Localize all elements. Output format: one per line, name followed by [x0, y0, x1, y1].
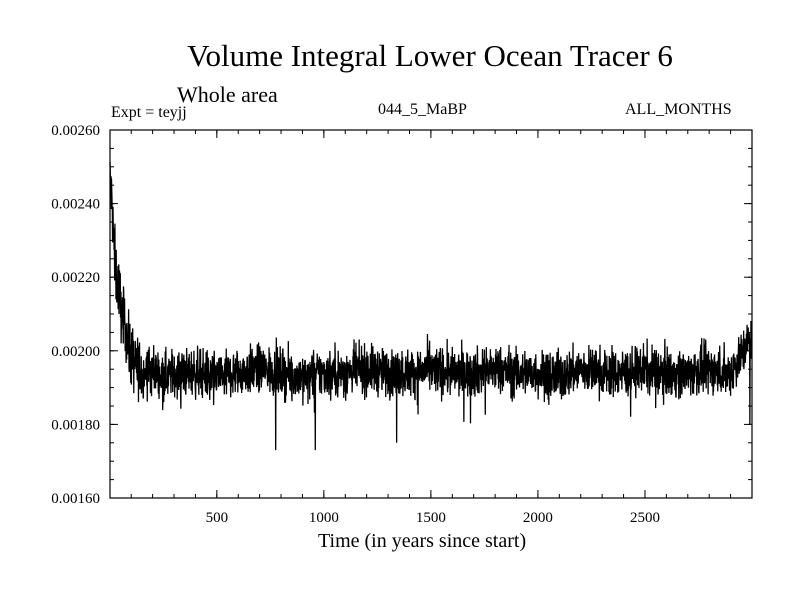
axis-ticks — [110, 129, 752, 499]
series-line-tracer6 — [109, 161, 753, 451]
x-tick-label: 2500 — [630, 510, 660, 526]
experiment-label: Expt = teyjj — [111, 104, 187, 121]
period-label: 044_5_MaBP — [378, 101, 467, 118]
x-axis-label: Time (in years since start) — [318, 530, 527, 552]
y-tick-label: 0.00260 — [51, 123, 100, 139]
y-tick-label: 0.00180 — [51, 417, 100, 433]
y-tick-label: 0.00240 — [51, 197, 100, 213]
y-tick-label: 0.00220 — [51, 270, 100, 286]
y-tick-label: 0.00160 — [51, 491, 100, 507]
months-label: ALL_MONTHS — [625, 101, 732, 118]
plot-frame — [109, 129, 753, 499]
x-tick-label: 500 — [206, 510, 229, 526]
y-tick-label: 0.00200 — [51, 344, 100, 360]
chart-title: Volume Integral Lower Ocean Tracer 6 — [187, 38, 673, 73]
x-tick-label: 2000 — [523, 510, 553, 526]
axis-tick-labels: 0.00160 0.00180 0.00200 0.00220 0.00240 0.002… — [51, 123, 660, 526]
x-tick-label: 1500 — [416, 510, 446, 526]
x-tick-label: 1000 — [309, 510, 339, 526]
region-label: Whole area — [177, 82, 278, 107]
